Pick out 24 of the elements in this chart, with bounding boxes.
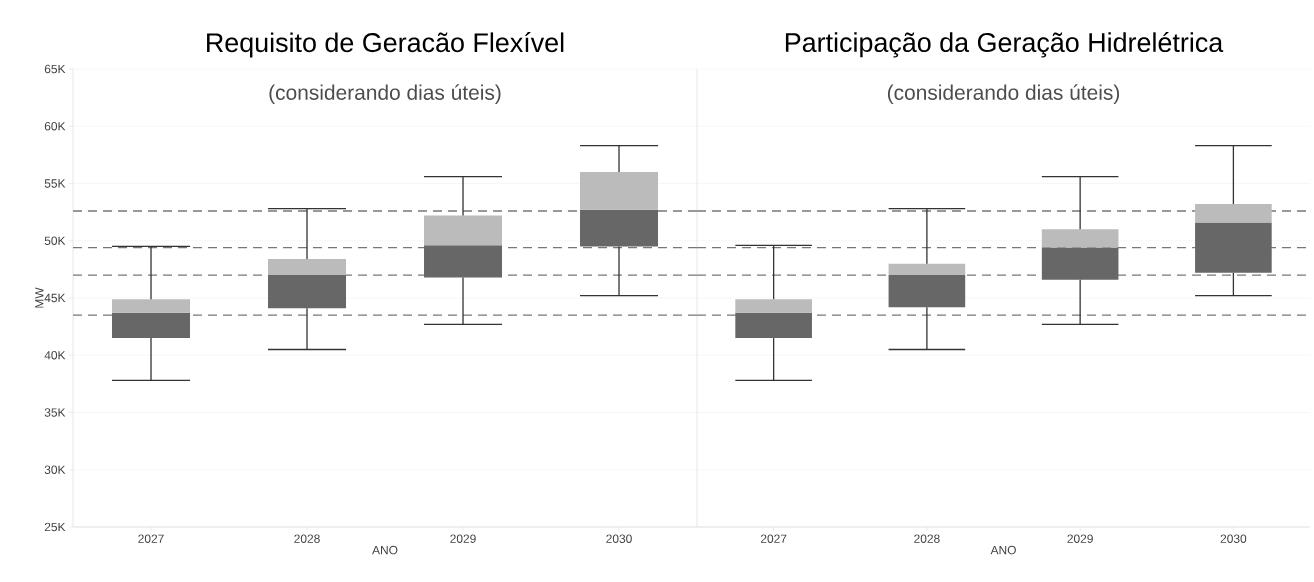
chart-title: Participação da Geração Hidrelétrica xyxy=(785,31,1224,58)
x-tick-label: 2028 xyxy=(294,534,320,543)
y-axis-title: MW xyxy=(35,287,44,308)
y-tick-label: 45K xyxy=(44,293,66,303)
y-tick-label: 50K xyxy=(44,236,66,245)
y-tick-label: 30K xyxy=(44,465,66,474)
x-tick-label: 2027 xyxy=(138,534,164,543)
x-tick-label: 2030 xyxy=(606,534,632,543)
text: (considerando dias úteis) xyxy=(887,84,1120,105)
x-tick-label: 2029 xyxy=(450,534,476,543)
y-tick-label: 65K xyxy=(44,64,66,74)
y-tick-label: 25K xyxy=(44,522,66,532)
text: (considerando dias úteis) xyxy=(269,84,501,105)
x-tick-label: 2028 xyxy=(914,534,940,543)
x-tick-label: 2029 xyxy=(1067,534,1093,543)
chart-title: Requisito de Geracão Flexível xyxy=(207,32,564,58)
y-tick-label: 55K xyxy=(44,179,66,188)
x-axis-title: ANO xyxy=(990,545,1016,555)
y-tick-label: 60K xyxy=(44,122,66,131)
y-tick-label: 40K xyxy=(44,351,66,360)
x-tick-label: 2030 xyxy=(1220,534,1247,543)
x-tick-label: 2027 xyxy=(760,534,787,543)
y-tick-label: 35K xyxy=(44,408,66,417)
x-axis-title: ANO xyxy=(372,545,398,555)
